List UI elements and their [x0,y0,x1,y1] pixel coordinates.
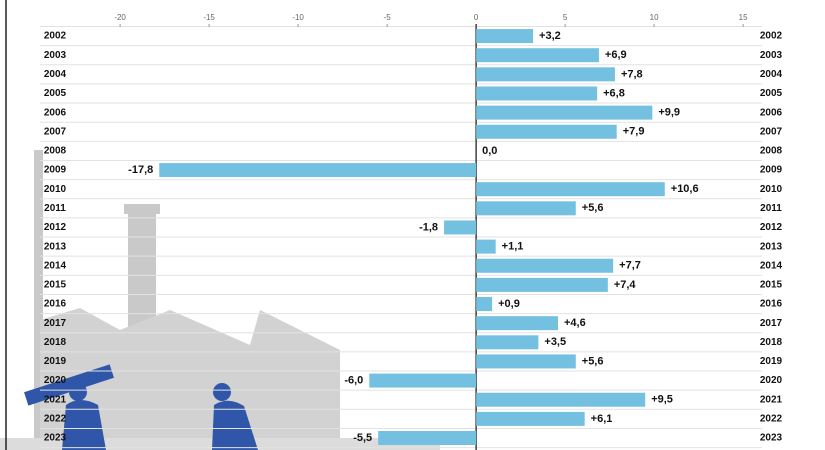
bar [476,277,608,292]
y-tick-label: 2006 [44,107,67,118]
y-tick-label: 2008 [44,146,67,157]
y-tick-label-right: 2010 [760,184,783,195]
bar [159,163,477,178]
y-tick-label: 2017 [44,318,67,329]
value-label: +7,8 [621,68,643,80]
value-label: -17,8 [128,164,153,176]
y-tick-label: 2007 [44,126,67,137]
bar [476,239,496,254]
y-tick-label-right: 2004 [760,69,783,80]
y-tick-label-right: 2014 [760,260,783,271]
y-tick-label-right: 2011 [760,203,782,214]
y-tick-label-right: 2008 [760,146,783,157]
value-label: +3,2 [539,30,561,42]
value-label: +10,6 [671,183,699,195]
background-illustration [0,150,440,450]
y-tick-label: 2013 [44,241,67,252]
value-label: 0,0 [482,145,497,157]
y-tick-label-right: 2017 [760,318,783,329]
y-tick-label: 2004 [44,69,67,80]
y-tick-label-right: 2007 [760,126,783,137]
y-tick-label-right: 2019 [760,356,783,367]
y-tick-label-right: 2020 [760,375,783,386]
value-label: +5,6 [582,202,604,214]
y-tick-label-right: 2012 [760,222,783,233]
bar [476,201,576,216]
bar [476,48,599,63]
value-label: +7,9 [623,126,645,138]
bar [476,124,617,139]
x-tick-label: 5 [563,13,568,22]
x-tick-label: 15 [739,13,748,22]
bar [476,258,614,273]
value-label: +9,5 [651,394,673,406]
y-tick-label: 2022 [44,414,67,425]
y-tick-label-right: 2006 [760,107,783,118]
bar [476,335,539,350]
y-tick-label: 2010 [44,184,67,195]
value-label: -5,5 [353,432,372,444]
y-tick-label: 2011 [44,203,66,214]
y-tick-label-right: 2021 [760,394,783,405]
bar [476,411,585,426]
y-tick-label: 2015 [44,280,67,291]
y-tick-label: 2003 [44,50,67,61]
bar [476,316,558,331]
x-tick-label: -10 [292,13,304,22]
value-label: +3,5 [544,336,566,348]
y-tick-label: 2009 [44,165,67,176]
y-tick-label-right: 2018 [760,337,783,348]
bar [476,29,534,44]
value-label: -6,0 [344,374,363,386]
value-label: +4,6 [564,317,586,329]
y-tick-label: 2002 [44,31,67,42]
bar [476,392,646,407]
y-tick-label: 2019 [44,356,67,367]
y-tick-label-right: 2003 [760,50,783,61]
y-tick-label-right: 2022 [760,414,783,425]
y-tick-label: 2023 [44,433,67,444]
bar [476,182,665,197]
bar [476,86,598,101]
y-tick-label: 2005 [44,88,67,99]
y-tick-label-right: 2002 [760,31,783,42]
value-label: +6,9 [605,49,627,61]
y-tick-label: 2012 [44,222,67,233]
y-tick-label-right: 2023 [760,433,783,444]
x-tick-label: 0 [474,13,479,22]
y-tick-label-right: 2013 [760,241,783,252]
y-tick-label-right: 2009 [760,165,783,176]
y-tick-label-right: 2005 [760,88,783,99]
x-tick-label: 10 [650,13,659,22]
x-tick-label: -15 [203,13,215,22]
value-label: +5,6 [582,355,604,367]
value-label: +9,9 [658,107,680,119]
y-tick-label: 2020 [44,375,67,386]
x-tick-label: -5 [384,13,392,22]
bar [444,220,477,235]
value-label: +6,1 [591,413,613,425]
value-label: -1,8 [419,221,438,233]
y-tick-label: 2021 [44,394,67,405]
y-tick-label-right: 2015 [760,280,783,291]
y-tick-label: 2014 [44,260,67,271]
value-label: +6,8 [603,87,625,99]
bar [476,297,493,312]
bar [476,105,653,120]
bar [476,354,576,369]
value-label: +1,1 [502,241,524,253]
value-label: +0,9 [498,298,520,310]
bar [476,67,615,82]
y-tick-label: 2018 [44,337,67,348]
bar [378,431,477,446]
y-tick-label-right: 2016 [760,299,783,310]
bar [369,373,477,388]
x-tick-label: -20 [114,13,126,22]
value-label: +7,7 [619,260,641,272]
value-label: +7,4 [614,279,637,291]
y-tick-label: 2016 [44,299,67,310]
